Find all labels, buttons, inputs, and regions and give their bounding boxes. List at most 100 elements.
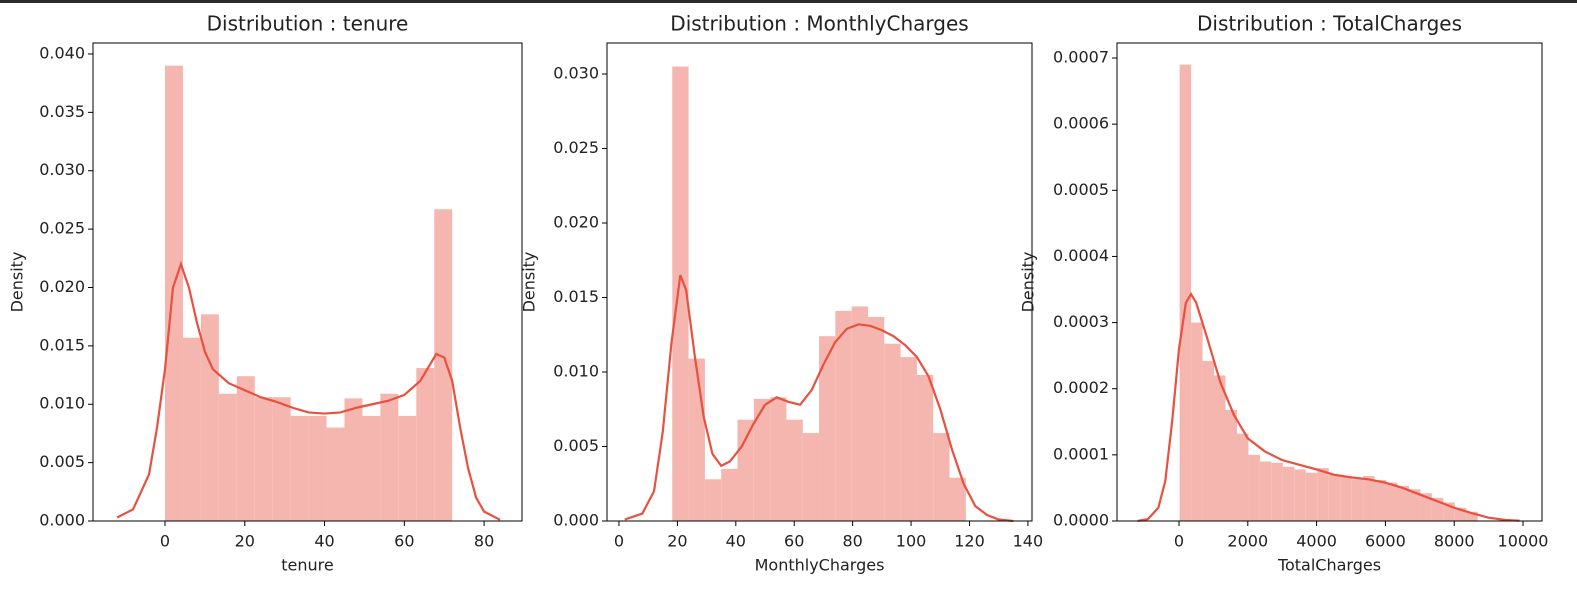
bar [704, 479, 722, 521]
y-axis-label: Density [520, 252, 539, 313]
bar [236, 376, 255, 521]
x-axis-label: MonthlyCharges [755, 556, 885, 575]
bar [272, 397, 291, 521]
bar [398, 415, 417, 521]
y-tick-label: 0.020 [39, 277, 85, 296]
x-tick-label: 10000 [1498, 532, 1549, 551]
bar [851, 306, 868, 521]
bar [1191, 322, 1203, 521]
y-tick-label: 0.020 [553, 212, 599, 231]
bar [1351, 479, 1364, 521]
bar [933, 433, 950, 521]
bar [900, 357, 917, 521]
bar [1248, 454, 1260, 521]
y-tick-label: 0.0004 [1053, 246, 1109, 265]
y-tick-label: 0.0007 [1053, 48, 1109, 67]
x-axis-label: TotalCharges [1277, 556, 1381, 575]
bar [218, 393, 237, 521]
bar [1259, 461, 1272, 521]
bar [884, 343, 901, 521]
y-tick-label: 0.0005 [1053, 180, 1109, 199]
bar [802, 433, 820, 521]
x-tick-label: 80 [842, 532, 862, 551]
bar [688, 358, 705, 521]
bar [1454, 507, 1467, 521]
bar [916, 374, 934, 521]
bar [416, 368, 435, 521]
bar [1443, 502, 1455, 521]
x-tick-label: 0 [160, 532, 170, 551]
x-tick-label: 120 [954, 532, 985, 551]
x-tick-label: 20 [235, 532, 255, 551]
axes-frame [606, 42, 1033, 522]
bar [786, 419, 803, 521]
x-tick-label: 0 [1174, 532, 1184, 551]
bar [721, 468, 738, 521]
y-tick-label: 0.010 [39, 394, 85, 413]
bar [1431, 497, 1444, 521]
bar [362, 415, 381, 521]
y-tick-label: 0.030 [39, 160, 85, 179]
bar [1236, 433, 1249, 521]
bar [1305, 472, 1318, 521]
chart-title: Distribution : TotalCharges [1197, 12, 1462, 36]
x-tick-label: 2000 [1227, 532, 1268, 551]
bar [672, 66, 689, 522]
bar [290, 415, 309, 521]
kde-line [624, 274, 1014, 523]
bar [326, 427, 345, 521]
bar [1363, 476, 1375, 521]
bar [1317, 468, 1329, 521]
bar [1374, 479, 1387, 521]
bar [1397, 485, 1409, 521]
bar [1225, 409, 1237, 521]
y-tick-label: 0.025 [553, 138, 599, 157]
y-axis-label: Density [1019, 252, 1038, 313]
bar [344, 398, 363, 521]
y-tick-label: 0.005 [553, 436, 599, 455]
bar [1420, 493, 1432, 521]
x-tick-label: 8000 [1434, 532, 1475, 551]
chart-title: Distribution : tenure [207, 12, 409, 36]
y-tick-label: 0.0001 [1053, 444, 1109, 463]
bar [200, 314, 219, 521]
bar [949, 477, 966, 521]
bar [254, 397, 273, 521]
bar [819, 336, 836, 521]
bar [753, 398, 771, 521]
y-tick-label: 0.035 [39, 102, 85, 121]
bar [770, 397, 787, 521]
y-tick-label: 0.040 [39, 43, 85, 62]
y-tick-label: 0.030 [553, 63, 599, 82]
x-tick-label: 40 [726, 532, 746, 551]
y-tick-label: 0.0003 [1053, 312, 1109, 331]
bar [434, 209, 453, 521]
x-tick-label: 4000 [1296, 532, 1337, 551]
bar [737, 419, 754, 521]
bar [1214, 375, 1226, 521]
bar [1386, 482, 1398, 521]
y-tick-label: 0.005 [39, 452, 85, 471]
y-tick-label: 0.0000 [1053, 511, 1109, 530]
x-tick-label: 0 [614, 532, 624, 551]
bar [1294, 469, 1306, 521]
y-tick-label: 0.0002 [1053, 378, 1109, 397]
bar [164, 65, 183, 522]
y-tick-label: 0.000 [553, 511, 599, 530]
bar [308, 415, 327, 521]
bar [1202, 360, 1215, 521]
x-tick-label: 140 [1013, 532, 1044, 551]
x-tick-label: 6000 [1365, 532, 1406, 551]
top-bar [0, 0, 1577, 3]
chart-title: Distribution : MonthlyCharges [670, 12, 968, 36]
bar [1328, 474, 1341, 521]
bar [380, 393, 399, 521]
kde-line [1137, 292, 1520, 523]
x-tick-label: 60 [784, 532, 804, 551]
x-tick-label: 60 [394, 532, 414, 551]
axes-frame [1116, 42, 1543, 522]
axes-frame [92, 42, 523, 522]
y-tick-label: 0.000 [39, 511, 85, 530]
kde-line [116, 260, 501, 521]
